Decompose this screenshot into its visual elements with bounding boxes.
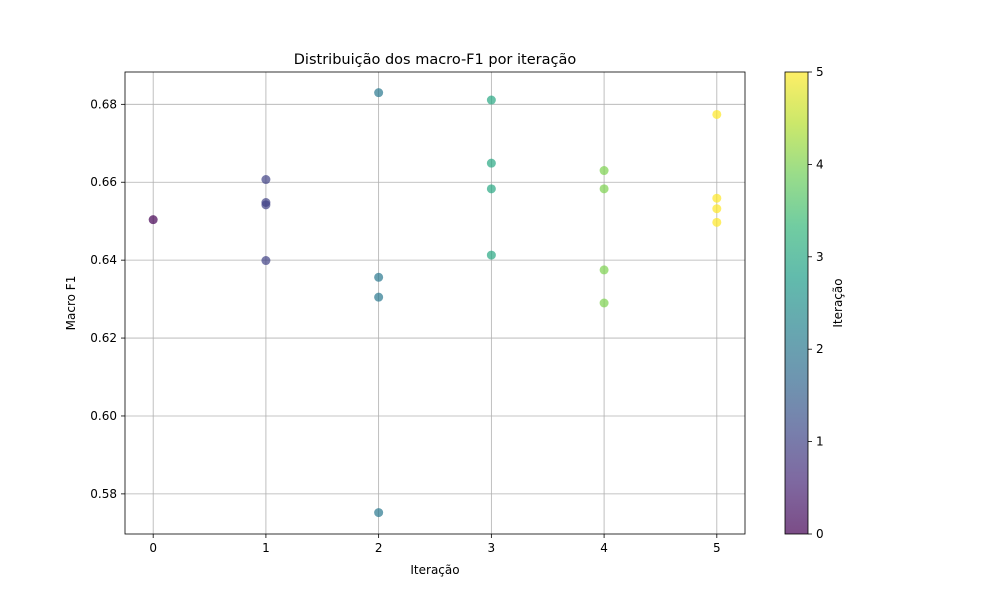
data-point (712, 193, 722, 203)
grid-lines (125, 72, 745, 534)
y-tick-label: 0.68 (90, 97, 117, 111)
y-axis-label: Macro F1 (64, 276, 78, 331)
data-point (486, 250, 496, 260)
data-point (261, 200, 271, 210)
data-point (712, 109, 722, 119)
colorbar-frame (784, 71, 809, 535)
colorbar-tick-label: 3 (816, 250, 824, 264)
x-tick-label: 0 (149, 541, 157, 555)
x-tick-label: 5 (713, 541, 721, 555)
y-tick-label: 0.58 (90, 487, 117, 501)
plot-frame (124, 71, 746, 535)
x-tick-label: 2 (375, 541, 383, 555)
data-point (599, 184, 609, 194)
y-tick-label: 0.64 (90, 253, 117, 267)
data-point (148, 215, 158, 225)
colorbar-gradient (785, 72, 808, 534)
x-tick-label: 1 (262, 541, 270, 555)
data-point (712, 217, 722, 227)
data-point (712, 204, 722, 214)
colorbar-ticks: 0 1 2 3 4 5 (808, 65, 824, 541)
data-point (374, 88, 384, 98)
y-tick-label: 0.66 (90, 175, 117, 189)
data-point (599, 166, 609, 176)
x-axis-ticks: 0 1 2 3 4 5 (149, 534, 721, 555)
colorbar: 0 1 2 3 4 5 Iteração (784, 65, 845, 541)
data-points (148, 88, 722, 518)
y-tick-label: 0.62 (90, 331, 117, 345)
y-axis-ticks: 0.58 0.60 0.62 0.64 0.66 0.68 (90, 97, 125, 501)
data-point (599, 265, 609, 275)
x-axis-label: Iteração (410, 563, 459, 577)
data-point (374, 508, 384, 518)
colorbar-tick-label: 0 (816, 527, 824, 541)
data-point (374, 272, 384, 282)
data-point (486, 95, 496, 105)
data-point (261, 256, 271, 266)
data-point (599, 298, 609, 308)
colorbar-tick-label: 4 (816, 157, 824, 171)
chart-title: Distribuição dos macro-F1 por iteração (294, 52, 577, 68)
colorbar-tick-label: 1 (816, 435, 824, 449)
data-point (486, 184, 496, 194)
colorbar-tick-label: 5 (816, 65, 824, 79)
data-point (261, 175, 271, 185)
x-tick-label: 3 (488, 541, 496, 555)
data-point (374, 292, 384, 302)
y-tick-label: 0.60 (90, 409, 117, 423)
x-tick-label: 4 (600, 541, 608, 555)
colorbar-tick-label: 2 (816, 342, 824, 356)
colorbar-label: Iteração (831, 278, 845, 327)
data-point (486, 158, 496, 168)
